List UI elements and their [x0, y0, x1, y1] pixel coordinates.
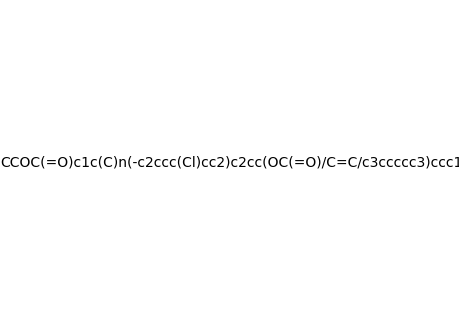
Text: CCOC(=O)c1c(C)n(-c2ccc(Cl)cc2)c2cc(OC(=O)/C=C/c3ccccc3)ccc12: CCOC(=O)c1c(C)n(-c2ccc(Cl)cc2)c2cc(OC(=O… [0, 156, 459, 170]
